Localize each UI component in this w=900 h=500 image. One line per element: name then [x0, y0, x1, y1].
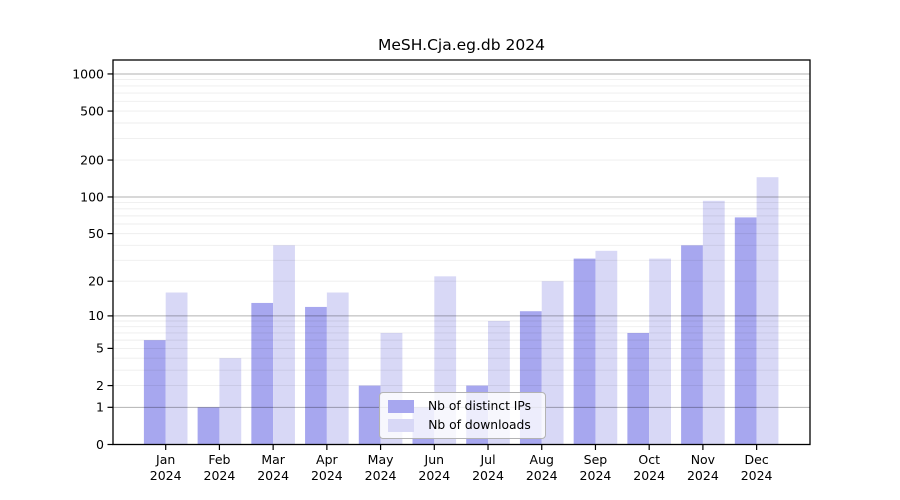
x-axis-month-label: Apr [316, 452, 338, 467]
bar-downloads-feb [219, 358, 242, 445]
x-axis-month-label: Oct [638, 452, 660, 467]
bar-distinct-ips-nov [681, 245, 703, 445]
x-axis-month-label: Jul [479, 452, 495, 467]
x-axis-month-label: Dec [745, 452, 769, 467]
bar-downloads-oct [649, 258, 671, 445]
y-axis-tick-label: 2 [96, 378, 104, 393]
x-axis-year-label: 2024 [418, 468, 450, 483]
bar-distinct-ips-dec [734, 217, 757, 445]
x-axis-month-label: Aug [530, 452, 554, 467]
bar-downloads-nov [702, 200, 725, 445]
bar-distinct-ips-feb [197, 407, 220, 445]
x-axis-month-label: May [368, 452, 394, 467]
x-axis-year-label: 2024 [257, 468, 289, 483]
bar-downloads-sep [595, 250, 618, 445]
legend-entry-distinct-ips: Nb of distinct IPs [388, 399, 537, 413]
x-axis-month-label: Feb [208, 452, 230, 467]
y-axis-tick-label: 10 [88, 308, 104, 323]
bar-distinct-ips-oct [627, 332, 650, 445]
x-axis-year-label: 2024 [526, 468, 558, 483]
bar-distinct-ips-sep [573, 258, 596, 445]
x-axis-year-label: 2024 [741, 468, 773, 483]
plot-frame [112, 59, 811, 446]
bar-distinct-ips-jan [143, 340, 166, 445]
bar-downloads-aug [541, 281, 564, 445]
x-axis-year-label: 2024 [150, 468, 182, 483]
y-axis-tick-label: 0 [96, 437, 104, 452]
x-axis-month-label: Jun [424, 452, 445, 467]
legend-swatch-distinct-ips [388, 399, 414, 413]
x-axis-year-label: 2024 [311, 468, 343, 483]
x-axis-year-label: 2024 [472, 468, 504, 483]
bar-downloads-apr [326, 292, 349, 445]
x-axis-year-label: 2024 [687, 468, 719, 483]
y-axis-tick-label: 5 [96, 341, 104, 356]
bar-downloads-mar [273, 245, 295, 445]
chart-title: MeSH.Cja.eg.db 2024 [378, 36, 545, 54]
y-axis-tick-label: 20 [88, 274, 104, 289]
legend-label-downloads: Nb of downloads [428, 418, 531, 432]
x-axis-month-label: Sep [584, 452, 608, 467]
x-axis-year-label: 2024 [633, 468, 665, 483]
bar-distinct-ips-mar [251, 302, 274, 445]
x-axis-year-label: 2024 [365, 468, 397, 483]
y-axis-tick-label: 500 [80, 103, 104, 118]
bar-distinct-ips-apr [305, 306, 327, 445]
x-axis-month-label: Mar [261, 452, 285, 467]
x-axis-year-label: 2024 [204, 468, 236, 483]
legend: Nb of distinct IPs Nb of downloads [379, 392, 546, 439]
y-axis-tick-label: 50 [88, 226, 104, 241]
legend-entry-downloads: Nb of downloads [388, 418, 537, 432]
bar-downloads-dec [756, 177, 779, 445]
x-axis-month-label: Jan [155, 452, 175, 467]
y-axis-tick-label: 1000 [72, 66, 104, 81]
y-axis-tick-label: 100 [80, 189, 104, 204]
legend-swatch-downloads [388, 418, 414, 432]
bar-distinct-ips-may [358, 385, 381, 445]
x-axis-month-label: Nov [691, 452, 716, 467]
x-axis-year-label: 2024 [580, 468, 612, 483]
legend-label-distinct-ips: Nb of distinct IPs [427, 399, 532, 413]
y-axis-tick-label: 1 [96, 400, 104, 415]
bar-downloads-jan [165, 292, 188, 445]
y-axis-tick-label: 200 [80, 152, 104, 167]
